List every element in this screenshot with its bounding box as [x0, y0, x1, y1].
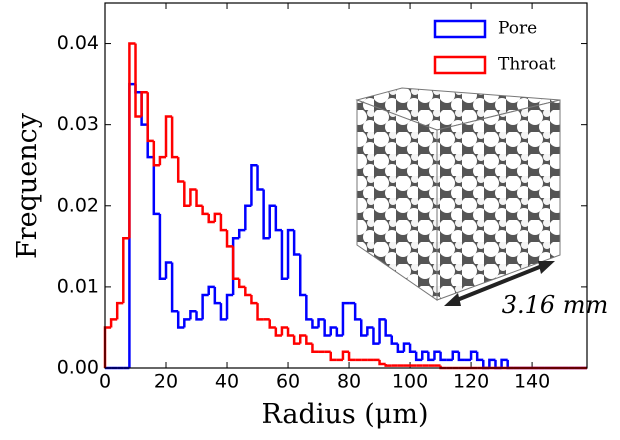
- histogram-step: [245, 287, 251, 295]
- histogram-step: [221, 214, 227, 230]
- x-axis-label: Radius (μm): [261, 399, 428, 430]
- y-tick-label: 0.01: [57, 275, 99, 297]
- legend-swatch: [435, 57, 485, 73]
- x-tick-label: 80: [337, 371, 361, 393]
- histogram-step: [288, 327, 294, 335]
- y-axis-label: Frequency: [12, 112, 43, 259]
- y-tick-label: 0.03: [57, 113, 99, 135]
- histogram-step: [245, 206, 251, 230]
- histogram-step: [160, 157, 166, 165]
- histogram-step: [349, 352, 355, 360]
- histogram-step: [294, 230, 300, 254]
- x-tick-label: 20: [154, 371, 178, 393]
- histogram-step: [410, 344, 416, 352]
- histogram-step: [239, 230, 245, 238]
- histogram-step: [300, 254, 306, 295]
- histogram-step: [355, 303, 361, 319]
- histogram-step: [233, 246, 239, 278]
- legend-label: Pore: [498, 19, 537, 39]
- histogram-step: [117, 303, 123, 319]
- histogram-step: [258, 303, 264, 319]
- x-tick-label: 140: [514, 371, 550, 393]
- y-tick-label: 0.04: [57, 32, 99, 54]
- histogram-step: [184, 319, 190, 327]
- legend-label: Throat: [498, 55, 556, 75]
- histogram-step: [459, 352, 465, 360]
- x-tick-label: 120: [453, 371, 489, 393]
- histogram-step: [203, 206, 209, 214]
- y-tick-label: 0.02: [57, 194, 99, 216]
- histogram-step: [197, 190, 203, 206]
- histogram-step: [178, 157, 184, 181]
- histogram-step: [312, 344, 318, 352]
- histogram-step: [343, 303, 349, 335]
- histogram-step: [203, 295, 209, 319]
- x-tick-label: 40: [215, 371, 239, 393]
- histogram-step: [306, 295, 312, 319]
- legend-swatch: [435, 21, 485, 37]
- chart: 3.16 mm Radius (μm) Frequency 0.00 0.01 0.…: [0, 0, 620, 440]
- histogram-step: [105, 327, 111, 368]
- histogram-step: [172, 117, 178, 158]
- histogram-step: [227, 295, 233, 319]
- histogram-step: [276, 206, 282, 230]
- x-tick-label: 60: [276, 371, 300, 393]
- cube-image: [357, 88, 560, 300]
- histogram-step: [251, 295, 257, 303]
- y-tick-label: 0.00: [57, 357, 99, 379]
- histogram-step: [258, 165, 264, 189]
- histogram-step: [111, 319, 117, 327]
- histogram-step: [392, 336, 398, 344]
- x-tick-label: 0: [99, 371, 111, 393]
- annotation: 3.16 mm: [502, 291, 609, 319]
- histogram-step: [148, 92, 154, 141]
- histogram-step: [239, 279, 245, 287]
- x-tick-label: 100: [392, 371, 428, 393]
- histogram-step: [172, 263, 178, 312]
- histogram-step: [477, 352, 483, 360]
- histogram-step: [215, 287, 221, 303]
- histogram-step: [386, 364, 392, 366]
- histogram-step: [441, 352, 447, 360]
- histogram-step: [386, 319, 392, 335]
- histogram-step: [270, 319, 276, 327]
- histogram-step: [306, 336, 312, 344]
- histogram-step: [331, 352, 337, 360]
- histogram-step: [380, 360, 386, 364]
